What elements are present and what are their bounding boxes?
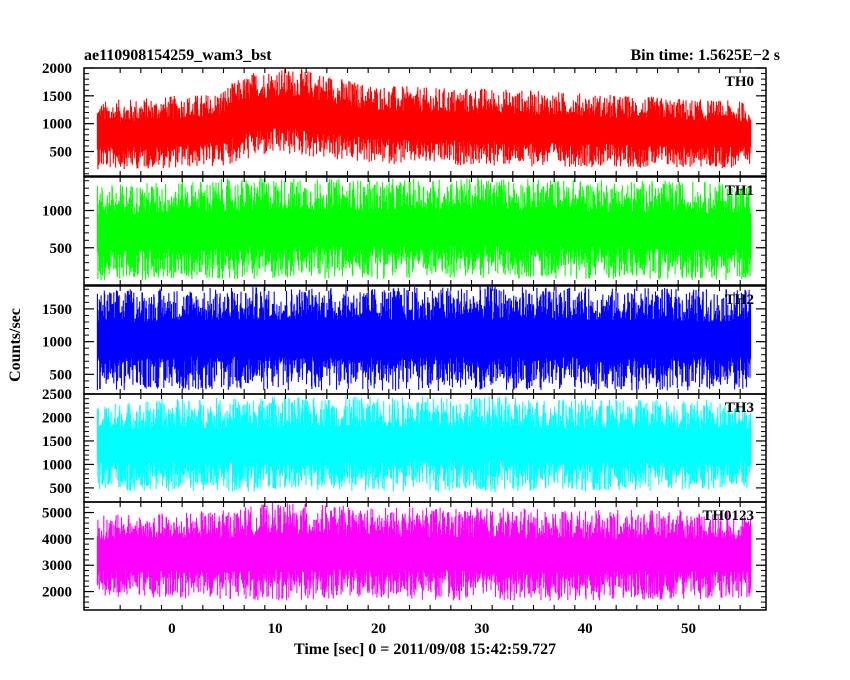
y-axis-label: Counts/sec [7, 308, 24, 382]
y-tick-label: 500 [50, 241, 73, 257]
panel-label-th0123: TH0123 [702, 508, 754, 524]
y-tick-label: 1500 [42, 89, 72, 105]
series-th0 [96, 69, 752, 170]
panel-label-th2: TH2 [725, 292, 754, 308]
y-tick-label: 4000 [42, 532, 72, 548]
y-tick-label: 500 [50, 481, 73, 497]
panel-label-th3: TH3 [725, 400, 754, 416]
y-tick-label: 2500 [42, 387, 72, 403]
panel-th0: 500 1000 1500 2000 TH0 [42, 61, 767, 177]
y-tick-label: 2000 [42, 410, 72, 426]
panel-th2: 500 1000 1500 TH2 [42, 285, 767, 395]
series-th2 [96, 286, 752, 391]
panel-th1: 500 1000 TH1 [42, 176, 767, 286]
panels-layer: 500100015002000TH05001000TH150010001500T… [42, 61, 767, 637]
series-th1 [96, 177, 752, 281]
x-tick-label: 20 [371, 621, 386, 637]
x-tick-label: 40 [578, 621, 593, 637]
y-tick-label: 500 [50, 145, 73, 161]
y-tick-label: 1500 [42, 302, 72, 318]
y-tick-label: 1000 [42, 204, 72, 220]
y-tick-label: 2000 [42, 585, 72, 601]
x-tick-label: 10 [268, 621, 283, 637]
panel-frame-th0 [83, 67, 767, 177]
panel-frame-th0123 [83, 501, 767, 611]
y-tick-label: 1000 [42, 457, 72, 473]
chart-title-right: Bin time: 1.5625E−2 s [630, 47, 780, 64]
panel-th3: 500 1000 1500 2000 2500 TH3 [42, 387, 767, 503]
x-tick-label: 0 [168, 621, 176, 637]
panel-frame-th1 [83, 176, 767, 286]
y-tick-label: 5000 [42, 506, 72, 522]
y-tick-label: 1000 [42, 117, 72, 133]
chart-title-left: ae110908154259_wam3_bst [84, 47, 272, 64]
panel-th0123: 2000 3000 4000 5000 TH0123 [42, 501, 767, 611]
y-tick-label: 1500 [42, 434, 72, 450]
x-axis-label: Time [sec] 0 = 2011/09/08 15:42:59.727 [294, 641, 556, 658]
y-tick-label: 2000 [42, 61, 72, 77]
x-tick-label: 30 [474, 621, 489, 637]
panel-label-th0: TH0 [725, 74, 754, 90]
y-tick-label: 3000 [42, 558, 72, 574]
y-tick-label: 1000 [42, 335, 72, 351]
y-tick-label: 500 [50, 367, 73, 383]
series-th0123 [96, 502, 752, 601]
series-th3 [96, 396, 752, 492]
panel-label-th1: TH1 [725, 183, 754, 199]
x-tick-label: 50 [681, 621, 696, 637]
